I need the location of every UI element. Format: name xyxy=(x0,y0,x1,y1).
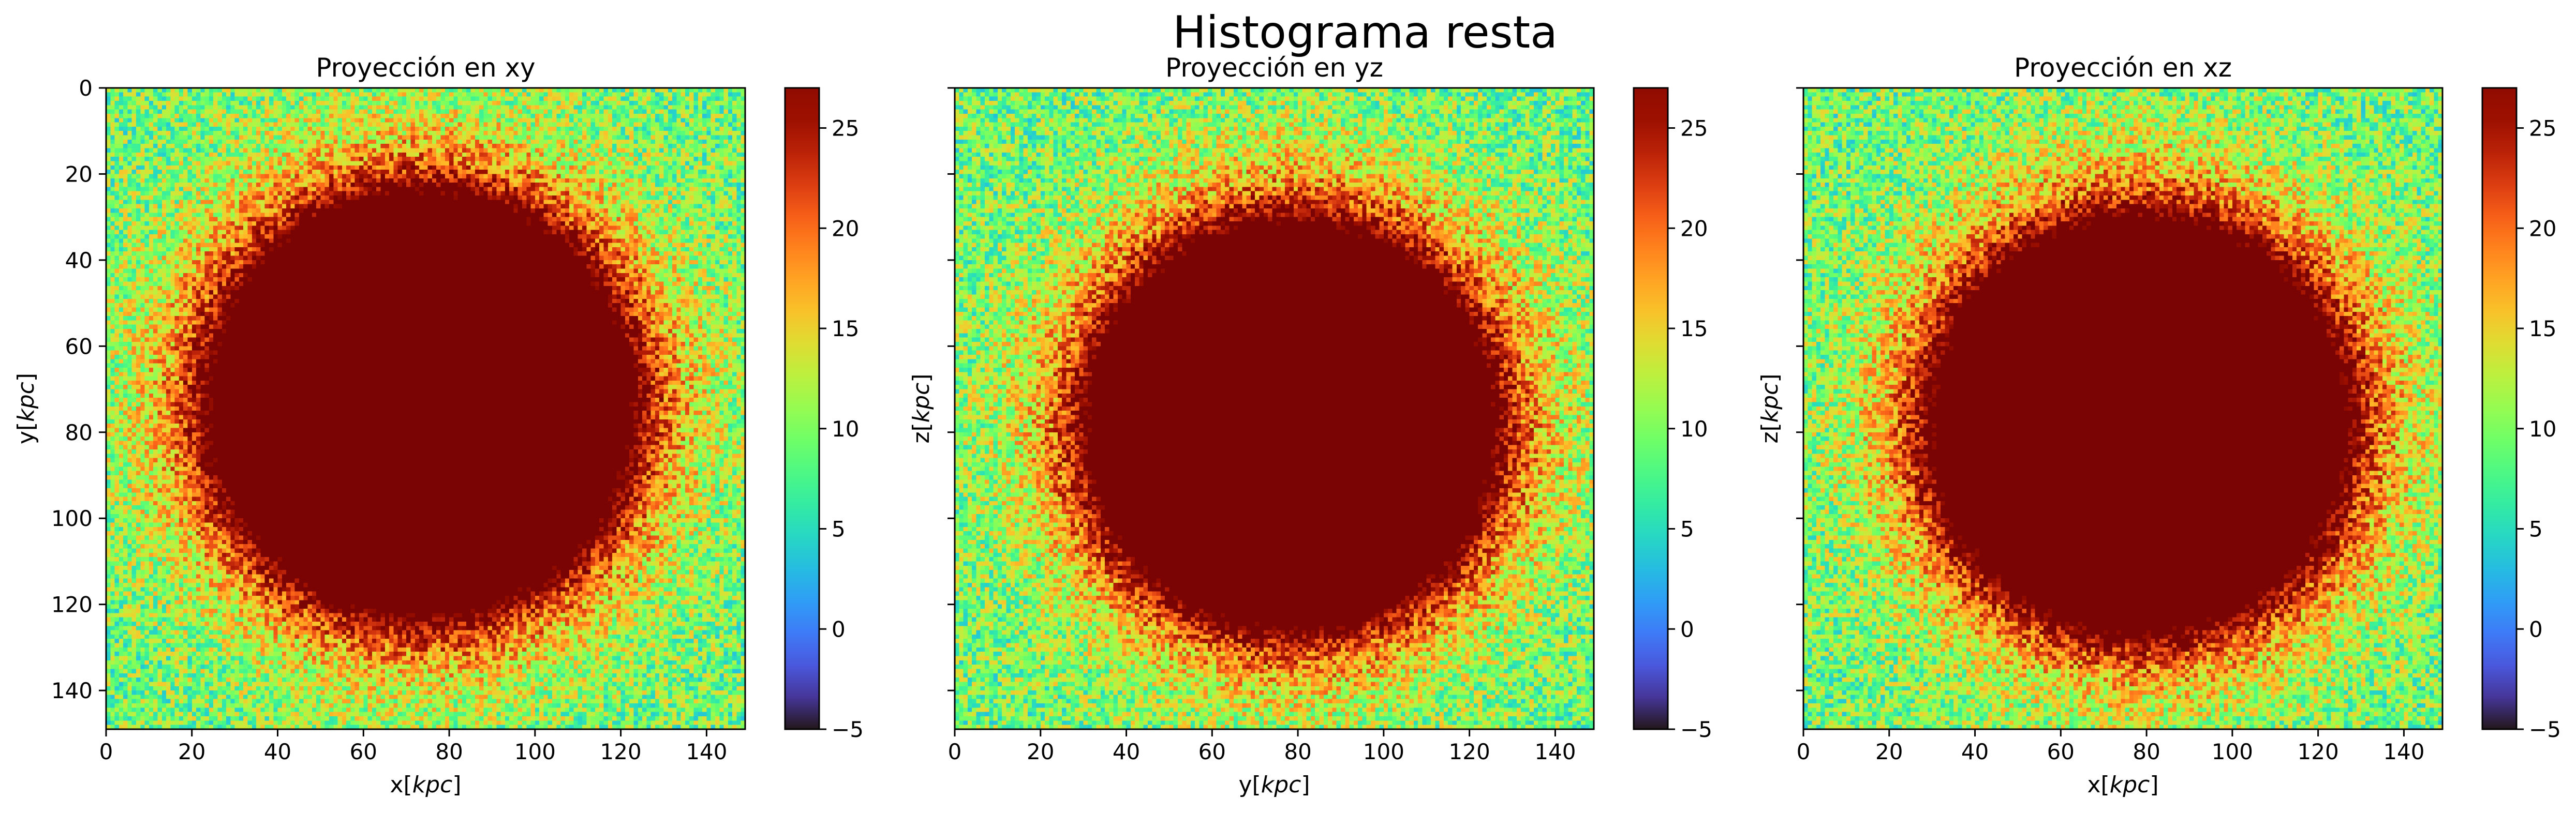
x-tick-label: 0 xyxy=(1797,739,1811,764)
y-tick-label: 100 xyxy=(51,506,93,531)
x-axis-label: x[kpc] xyxy=(390,772,462,798)
y-axis-label: z[kpc] xyxy=(1757,373,1783,443)
x-axis-label-part: kpc xyxy=(412,772,453,798)
colorbar-tick-label: 25 xyxy=(2529,116,2556,141)
colorbar-tick-label: −5 xyxy=(2529,717,2561,742)
colorbar-tick-label: 25 xyxy=(832,116,859,141)
colorbar-tick-label: 20 xyxy=(832,216,859,241)
y-axis-label-part: ] xyxy=(1757,373,1783,382)
y-tick-label: 80 xyxy=(65,420,93,445)
colorbar xyxy=(2482,88,2516,729)
y-axis-label: y[kpc] xyxy=(13,373,39,444)
x-tick-label: 100 xyxy=(2212,739,2253,764)
heatmap-image xyxy=(1803,88,2442,729)
colorbar-tick-label: 5 xyxy=(832,517,846,542)
axes-frame xyxy=(105,87,746,730)
colorbar-tick-label: −5 xyxy=(832,717,864,742)
y-axis-label-part: kpc xyxy=(13,382,39,422)
colorbar-frame xyxy=(2481,87,2518,730)
axes-frame xyxy=(1802,87,2444,730)
y-tick-label: 20 xyxy=(65,161,93,187)
colorbar-frame xyxy=(784,87,820,730)
x-tick-label: 0 xyxy=(99,739,113,764)
x-tick-label: 40 xyxy=(264,739,291,764)
panel-title: Proyección en xz xyxy=(2014,53,2232,83)
x-tick-label: 140 xyxy=(686,739,727,764)
panel-3: Proyección en xz0 20 40 60 80 100 120 140x[kpc]… xyxy=(1757,53,2561,798)
x-tick-label: 140 xyxy=(1534,739,1576,764)
colorbar-tick-label: 15 xyxy=(1680,316,1708,341)
x-tick-label: 120 xyxy=(1449,739,1490,764)
y-axis-label-part: ] xyxy=(13,373,39,382)
panel-title: Proyección en xy xyxy=(316,53,535,83)
y-axis-label: z[kpc] xyxy=(908,373,935,443)
y-axis-label-part: z[ xyxy=(908,423,935,443)
x-tick-label: 80 xyxy=(1284,739,1311,764)
axes-frame xyxy=(954,87,1595,730)
y-axis-label-part: kpc xyxy=(908,383,935,423)
colorbar-tick-label: 15 xyxy=(832,316,859,341)
heatmap-image xyxy=(955,88,1594,729)
colorbar-tick-label: 10 xyxy=(2529,416,2556,442)
colorbar-tick-label: 0 xyxy=(1680,616,1694,642)
panel-2: Proyección en yz0 20 40 60 80 100 120 140y[kpc]… xyxy=(908,53,1712,798)
colorbar xyxy=(785,88,819,729)
x-tick-label: 120 xyxy=(600,739,642,764)
x-tick-label: 100 xyxy=(1363,739,1404,764)
colorbar-frame xyxy=(1633,87,1669,730)
x-tick-label: 100 xyxy=(514,739,556,764)
x-axis-label-part: y[ xyxy=(1239,772,1261,798)
y-axis-label-part: ] xyxy=(908,373,935,382)
figure-title: Histograma resta xyxy=(1173,7,1558,58)
y-tick-label: 0 xyxy=(79,76,93,101)
colorbar xyxy=(1634,88,1668,729)
y-axis-label-part: y[ xyxy=(13,422,39,444)
x-tick-label: 60 xyxy=(350,739,377,764)
colorbar-tick-label: 20 xyxy=(2529,216,2556,241)
x-tick-label: 0 xyxy=(948,739,962,764)
y-axis-label-part: z[ xyxy=(1757,423,1783,443)
x-tick-label: 60 xyxy=(1198,739,1226,764)
x-axis-label-part: kpc xyxy=(2110,772,2150,798)
y-tick-label: 120 xyxy=(51,592,93,618)
heatmap-image xyxy=(106,88,745,729)
colorbar-tick-label: 15 xyxy=(2529,316,2556,341)
y-tick-label: 60 xyxy=(65,334,93,359)
colorbar-tick-label: 5 xyxy=(2529,517,2543,542)
x-tick-label: 20 xyxy=(178,739,205,764)
panels: Proyección en xy0 20 40 60 80 100 120 140020406… xyxy=(13,53,2561,798)
colorbar-tick-label: 5 xyxy=(1680,517,1694,542)
colorbar-tick-label: 10 xyxy=(1680,416,1708,442)
y-tick-label: 40 xyxy=(65,248,93,273)
x-axis-label: x[kpc] xyxy=(2088,772,2159,798)
x-axis-label-part: ] xyxy=(1301,772,1310,798)
x-tick-label: 40 xyxy=(1961,739,1989,764)
x-tick-label: 120 xyxy=(2298,739,2339,764)
colorbar-tick-label: 20 xyxy=(1680,216,1708,241)
x-tick-label: 80 xyxy=(435,739,463,764)
panel-title: Proyección en yz xyxy=(1165,53,1383,83)
y-axis-label-part: kpc xyxy=(1757,383,1783,423)
x-tick-label: 140 xyxy=(2383,739,2424,764)
colorbar-tick-label: 0 xyxy=(832,616,846,642)
panel-1: Proyección en xy0 20 40 60 80 100 120 140020406… xyxy=(13,53,864,798)
colorbar-tick-label: −5 xyxy=(1680,717,1712,742)
x-tick-label: 60 xyxy=(2047,739,2075,764)
x-tick-label: 20 xyxy=(1875,739,1903,764)
x-axis-label-part: kpc xyxy=(1261,772,1301,798)
x-axis-label-part: ] xyxy=(2150,772,2158,798)
x-tick-label: 20 xyxy=(1027,739,1054,764)
colorbar-tick-label: 25 xyxy=(1680,116,1708,141)
colorbar-tick-label: 0 xyxy=(2529,616,2543,642)
y-tick-label: 140 xyxy=(51,678,93,703)
x-tick-label: 40 xyxy=(1113,739,1140,764)
x-axis-label-part: ] xyxy=(452,772,461,798)
x-axis-label: y[kpc] xyxy=(1239,772,1310,798)
x-tick-label: 80 xyxy=(2133,739,2160,764)
colorbar-tick-label: 10 xyxy=(832,416,859,442)
x-axis-label-part: x[ xyxy=(390,772,412,798)
x-axis-label-part: x[ xyxy=(2088,772,2110,798)
